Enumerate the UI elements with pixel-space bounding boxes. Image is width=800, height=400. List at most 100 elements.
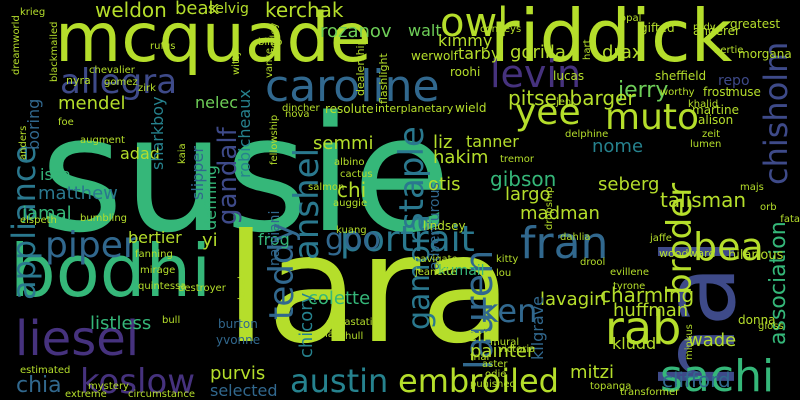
word-martine: martine — [692, 103, 740, 117]
word-werwolf: werwolf — [411, 49, 458, 63]
word-nome: nome — [592, 136, 644, 157]
word-worley: worley — [269, 22, 280, 56]
word-embroiled: embroiled — [398, 362, 559, 400]
word-bodhi: bodhi — [10, 229, 212, 313]
word-colette: colette — [308, 288, 371, 309]
word-chi: chi — [337, 178, 367, 202]
word-worthy: worthy — [660, 87, 695, 98]
word-victoria: victoria — [498, 344, 536, 355]
word-lou: lou — [496, 268, 512, 279]
word-nyra: nyra — [66, 74, 91, 87]
word-rudy: rudy — [693, 22, 716, 33]
word-kaia: kaia — [177, 143, 188, 164]
word-nanjiani: nanjiani — [267, 210, 283, 266]
word-dreamworld: dreamworld — [11, 15, 22, 75]
word-levin: levin — [490, 52, 582, 96]
word-purvis: purvis — [210, 363, 266, 384]
word-hart: hart — [582, 39, 593, 61]
word-jeanette: jeanette — [415, 267, 457, 278]
word-cactus: cactus — [340, 169, 373, 180]
word-koslow: koslow — [80, 362, 196, 400]
word-goo: goo — [325, 222, 381, 257]
word-evillene: evillene — [610, 267, 650, 278]
word-krieg: krieg — [20, 7, 46, 18]
word-fellowship: fellowship — [269, 114, 280, 165]
word-lavagirl: lavagirl — [540, 289, 607, 310]
word-jaffe: jaffe — [650, 233, 672, 244]
word-drool: drool — [580, 257, 606, 268]
word-tanner: tanner — [466, 132, 519, 151]
word-auggie: auggie — [333, 198, 368, 209]
word-gomez: gomez — [104, 77, 138, 88]
word-resolute: resolute — [325, 102, 374, 116]
word-roohi: roohi — [450, 65, 481, 79]
word-donna: donna — [738, 313, 776, 327]
word-wield: wield — [455, 101, 487, 115]
word-khalid: khalid — [688, 99, 719, 110]
word-anders: anders — [18, 125, 29, 160]
word-maya: maya — [318, 329, 346, 340]
word-lara: lara — [225, 203, 513, 377]
word-susie: susie — [40, 81, 452, 268]
word-blackmailed: blackmailed — [49, 21, 60, 82]
word-destroyer: destroyer — [178, 283, 226, 294]
word-jamal: jamal — [22, 203, 72, 224]
word-topanga: topanga — [590, 381, 632, 392]
word-wade: wade — [688, 330, 737, 351]
word-extreme: extreme — [65, 389, 107, 400]
word-painter: painter — [470, 341, 535, 362]
word-fata: fata — [780, 214, 800, 225]
word-gifted: gifted — [640, 21, 675, 35]
word-mcquade: mcquade — [55, 0, 372, 78]
word-devastating: devastating — [326, 317, 386, 328]
word-rozanov: rozanov — [320, 21, 392, 42]
word-drax: drax — [602, 42, 643, 63]
word-dincher: dincher — [282, 103, 320, 114]
word-selected: selected — [210, 381, 278, 400]
word-bertier: bertier — [128, 228, 182, 247]
word-friar: friar — [470, 352, 491, 363]
word-albino: albino — [334, 157, 365, 168]
word-kerchak: kerchak — [265, 0, 344, 22]
word-liz: liz — [433, 132, 453, 153]
word-kitty: kitty — [496, 254, 519, 265]
word-mendel: mendel — [58, 93, 126, 114]
word-otis: otis — [428, 174, 461, 195]
word-elspeth: elspeth — [20, 215, 57, 226]
word-punished: punished — [470, 379, 516, 390]
word-chevalier: chevalier — [89, 65, 135, 76]
word-ein: ein — [466, 325, 494, 346]
word-muse: muse — [728, 85, 761, 99]
word-lumen: lumen — [690, 139, 722, 150]
word-kuang: kuang — [336, 225, 367, 236]
word-sharkboy: sharkboy — [148, 96, 167, 170]
word-rab: rab — [605, 301, 682, 355]
word-beak: beak — [175, 0, 219, 19]
word-caroline: caroline — [265, 61, 440, 112]
word-morgana: morgana — [738, 47, 792, 61]
word-navigate: navigate — [414, 254, 458, 265]
word-fran: fran — [520, 218, 609, 269]
word-salmon: salmon — [308, 182, 345, 193]
word-madman: madman — [520, 203, 600, 224]
word-pitsenbarger: pitsenbarger — [508, 86, 636, 110]
word-foe: foe — [58, 117, 74, 128]
word-weldon: weldon — [95, 0, 167, 22]
word-rufus: rufus — [150, 41, 176, 52]
word-dahlia: dahlia — [560, 232, 591, 243]
word-oz: oz — [372, 331, 384, 342]
word-selvig: selvig — [208, 1, 249, 17]
word-listless: listless — [90, 313, 152, 334]
word-jen: jen — [556, 97, 572, 108]
word-semmi: semmi — [313, 133, 374, 154]
word-lindsey: lindsey — [423, 219, 466, 233]
word-frog: frog — [258, 230, 290, 249]
word-gloss: gloss — [758, 321, 784, 332]
word-tarby: tarby — [458, 44, 501, 63]
word-dealership: dealership — [354, 38, 367, 96]
word-fanning: fanning — [135, 249, 173, 260]
word-bea: bea — [693, 225, 764, 269]
word-repo: repo — [718, 73, 750, 89]
word-owl: owl — [440, 0, 509, 46]
